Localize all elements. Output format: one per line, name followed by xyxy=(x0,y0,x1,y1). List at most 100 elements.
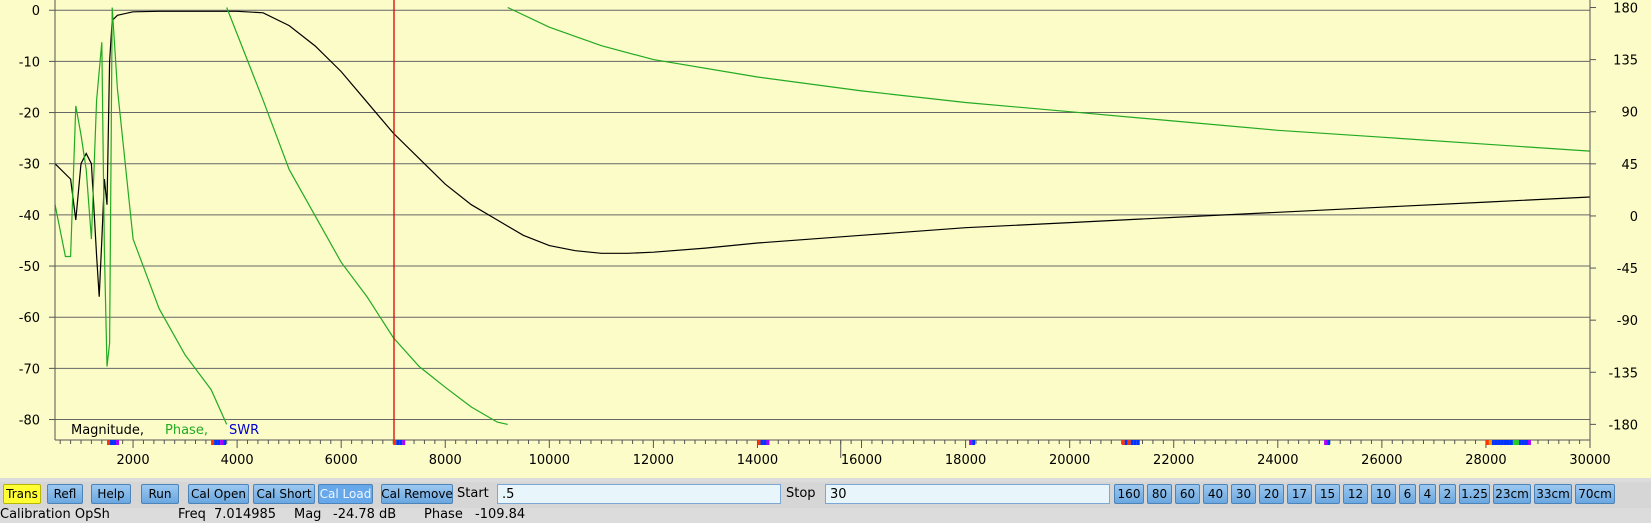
cal-short-button[interactable]: Cal Short xyxy=(253,484,315,504)
y-left-tick-label: -30 xyxy=(19,158,40,173)
band-indicator xyxy=(1518,440,1522,445)
calibration-status: Calibration OpSh xyxy=(0,507,110,522)
band-indicator xyxy=(223,440,227,445)
band-button-1.25[interactable]: 1.25 xyxy=(1459,484,1490,504)
cal-load-button[interactable]: Cal Load xyxy=(318,484,373,504)
start-input[interactable] xyxy=(497,484,781,504)
band-indicator xyxy=(760,440,764,445)
start-label: Start xyxy=(457,486,489,501)
band-button-23cm[interactable]: 23cm xyxy=(1493,484,1531,504)
legend-magnitude: Magnitude, xyxy=(71,423,144,438)
y-right-tick-label: 0 xyxy=(1630,210,1638,225)
band-indicator xyxy=(1500,440,1504,445)
band-indicator xyxy=(766,440,770,445)
band-indicator xyxy=(116,440,120,445)
y-left-tick-label: -20 xyxy=(19,107,40,122)
y-left-tick-label: -10 xyxy=(19,55,40,70)
band-button-15[interactable]: 15 xyxy=(1315,484,1340,504)
trans-button[interactable]: Trans xyxy=(3,484,41,504)
band-button-33cm[interactable]: 33cm xyxy=(1534,484,1572,504)
y-right-tick-label: -135 xyxy=(1608,366,1638,381)
band-indicator xyxy=(1527,440,1531,445)
y-left-tick-label: -40 xyxy=(19,209,40,224)
cal-open-button[interactable]: Cal Open xyxy=(188,484,249,504)
x-tick-label: 28000 xyxy=(1465,453,1506,468)
band-button-40[interactable]: 40 xyxy=(1203,484,1228,504)
band-indicator xyxy=(1488,440,1492,445)
band-indicator xyxy=(1524,440,1528,445)
x-tick-label: 6000 xyxy=(325,453,358,468)
y-left-tick-label: -50 xyxy=(19,260,40,275)
magnitude-series xyxy=(54,10,1591,297)
band-indicator xyxy=(1133,440,1137,445)
x-tick-label: 22000 xyxy=(1153,453,1194,468)
run-button[interactable]: Run xyxy=(141,484,179,504)
band-indicator xyxy=(110,440,114,445)
band-indicator xyxy=(1521,440,1525,445)
band-indicator xyxy=(211,440,215,445)
mag-value: -24.78 dB xyxy=(333,507,397,522)
phase-series xyxy=(226,7,508,425)
band-button-20[interactable]: 20 xyxy=(1259,484,1284,504)
x-tick-label: 2000 xyxy=(117,453,150,468)
y-right-tick-label: 180 xyxy=(1613,2,1638,17)
band-button-10[interactable]: 10 xyxy=(1371,484,1396,504)
freq-label: Freq xyxy=(178,507,206,522)
legend-phase: Phase, xyxy=(165,423,208,438)
band-button-6[interactable]: 6 xyxy=(1399,484,1416,504)
band-button-17[interactable]: 17 xyxy=(1287,484,1312,504)
x-tick-label: 30000 xyxy=(1569,453,1610,468)
band-indicator xyxy=(1127,440,1131,445)
band-indicator xyxy=(1509,440,1513,445)
band-indicator xyxy=(1136,440,1140,445)
y-left-tick-label: -80 xyxy=(19,414,40,429)
band-button-2[interactable]: 2 xyxy=(1439,484,1456,504)
stop-input[interactable] xyxy=(825,484,1110,504)
x-tick-label: 4000 xyxy=(221,453,254,468)
x-tick-label: 14000 xyxy=(737,453,778,468)
band-indicator xyxy=(1515,440,1519,445)
band-button-80[interactable]: 80 xyxy=(1147,484,1172,504)
x-tick-label: 18000 xyxy=(945,453,986,468)
phase-series xyxy=(54,7,228,425)
band-button-4[interactable]: 4 xyxy=(1419,484,1436,504)
x-tick-label: 8000 xyxy=(429,453,462,468)
y-right-tick-label: 45 xyxy=(1621,158,1638,173)
plot-area[interactable]: 0 -10 -20 -30 -40 -50 -60 -70 -80 180 135 90 45 0 -45 -… xyxy=(0,0,1651,478)
band-indicator xyxy=(113,440,117,445)
band-button-30[interactable]: 30 xyxy=(1231,484,1256,504)
y-right-tick-label: -90 xyxy=(1617,314,1638,329)
phase-label: Phase xyxy=(424,507,463,522)
x-tick-label: 10000 xyxy=(529,453,570,468)
band-indicator xyxy=(1494,440,1498,445)
band-button-70cm[interactable]: 70cm xyxy=(1575,484,1615,504)
band-indicator xyxy=(763,440,767,445)
band-indicator xyxy=(1503,440,1507,445)
band-indicator xyxy=(1491,440,1495,445)
band-indicator xyxy=(1497,440,1501,445)
band-button-12[interactable]: 12 xyxy=(1343,484,1368,504)
plot-canvas[interactable]: 0 -10 -20 -30 -40 -50 -60 -70 -80 180 135 90 45 0 -45 -… xyxy=(0,0,1651,478)
band-indicator xyxy=(217,440,221,445)
band-indicator xyxy=(220,440,224,445)
phase-value: -109.84 xyxy=(475,507,526,522)
y-right-tick-label: -45 xyxy=(1617,262,1638,277)
band-indicator xyxy=(1124,440,1128,445)
x-tick-label: 12000 xyxy=(633,453,674,468)
cal-remove-button[interactable]: Cal Remove xyxy=(381,484,453,504)
band-indicator xyxy=(107,440,111,445)
legend-swr: SWR xyxy=(229,423,259,438)
band-indicator xyxy=(1130,440,1134,445)
status-bar: Calibration OpSh Freq 7.014985 Mag -24.7… xyxy=(0,507,1651,523)
band-button-60[interactable]: 60 xyxy=(1175,484,1200,504)
stop-label: Stop xyxy=(786,486,816,501)
band-indicator xyxy=(1512,440,1516,445)
x-tick-label: 24000 xyxy=(1257,453,1298,468)
toolbar: Trans Refl Help Run Cal Open Cal Short C… xyxy=(0,482,1651,508)
band-button-160[interactable]: 160 xyxy=(1114,484,1144,504)
band-indicator xyxy=(1324,440,1328,445)
help-button[interactable]: Help xyxy=(91,484,131,504)
y-right-tick-label: 135 xyxy=(1613,54,1638,69)
band-indicator xyxy=(214,440,218,445)
refl-button[interactable]: Refl xyxy=(47,484,83,504)
